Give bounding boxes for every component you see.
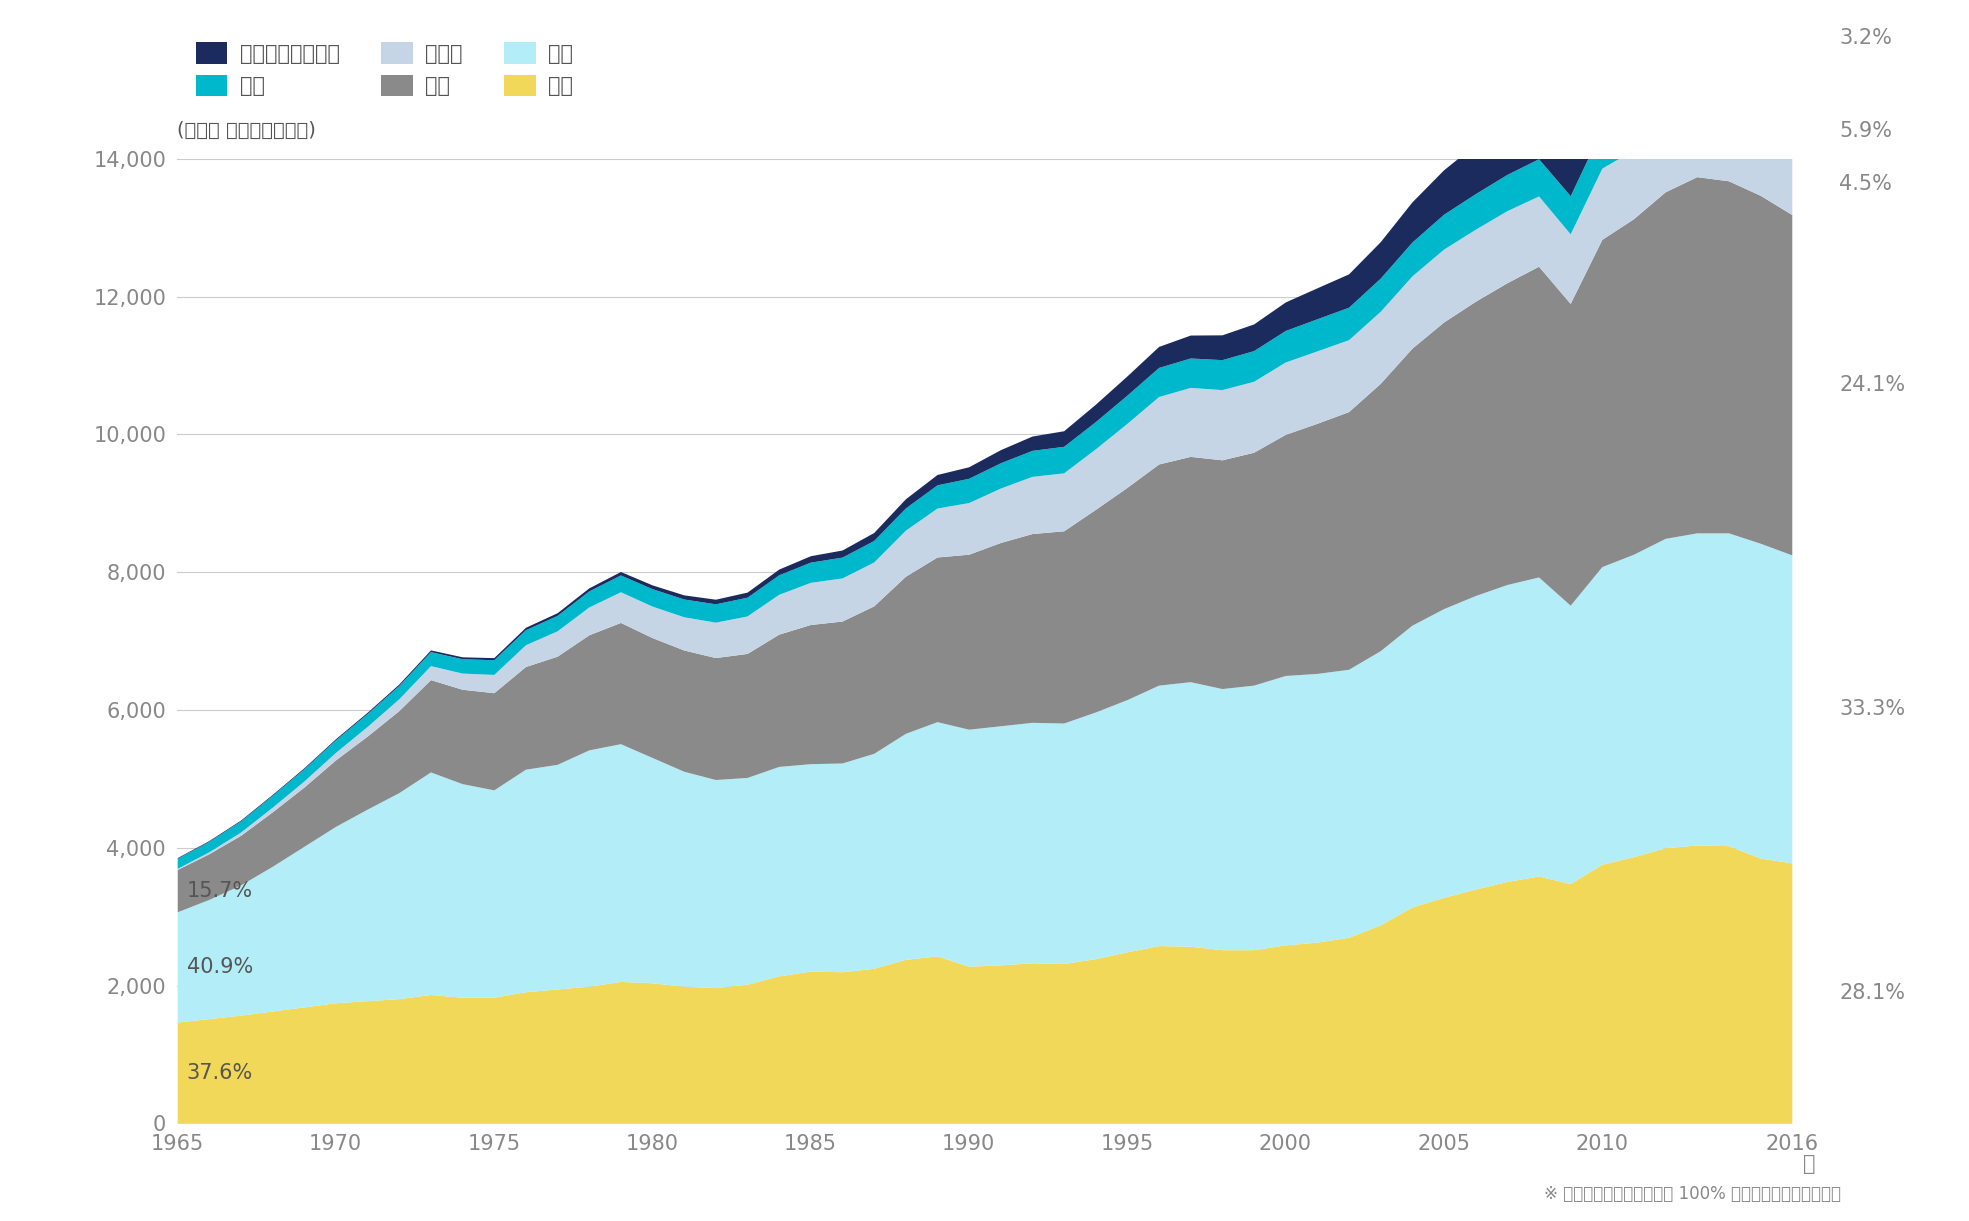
- Text: 5.9%: 5.9%: [1839, 121, 1892, 142]
- Text: 15.7%: 15.7%: [187, 880, 252, 901]
- Text: 4.5%: 4.5%: [1839, 173, 1892, 194]
- Text: 28.1%: 28.1%: [1839, 983, 1906, 1004]
- Text: 24.1%: 24.1%: [1839, 375, 1906, 394]
- Text: ※ 端数処理の関係で合計が 100% にならない場合がある。: ※ 端数処理の関係で合計が 100% にならない場合がある。: [1544, 1184, 1841, 1203]
- Text: (１００ 万石油換算トン): (１００ 万石油換算トン): [177, 121, 317, 139]
- Text: 年: 年: [1804, 1154, 1815, 1173]
- Text: 40.9%: 40.9%: [187, 957, 252, 977]
- Text: 37.6%: 37.6%: [187, 1062, 252, 1083]
- Text: 3.2%: 3.2%: [1839, 28, 1892, 48]
- Legend: 他再生エネルギー, 水力, 原子力, ガス, 石油, 石炭: 他再生エネルギー, 水力, 原子力, ガス, 石油, 石炭: [187, 34, 581, 105]
- Text: 33.3%: 33.3%: [1839, 698, 1906, 719]
